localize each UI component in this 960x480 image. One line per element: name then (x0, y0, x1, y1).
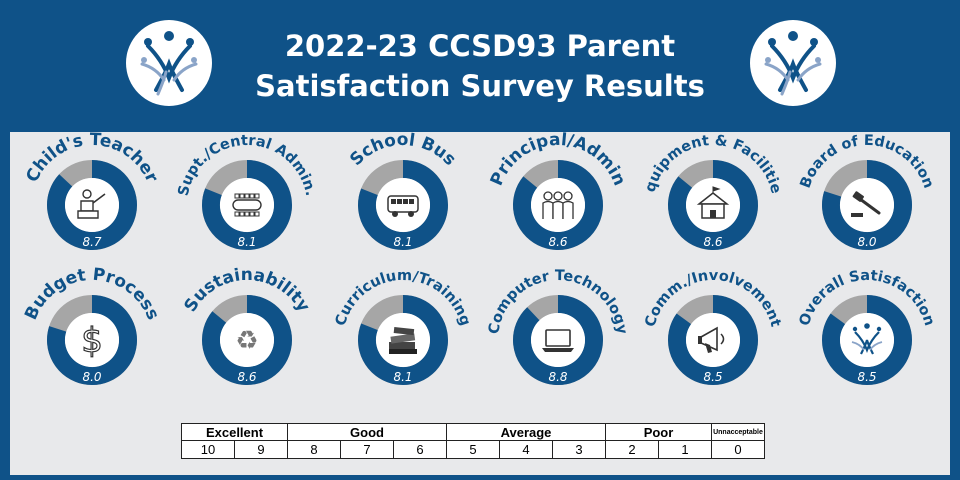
donut-value-label: 8.5 (857, 370, 876, 384)
ccsd93-logo-right (750, 20, 836, 106)
scale-number-0: 0 (711, 440, 765, 459)
donut-value-arc-1 (47, 160, 137, 250)
donut-center (220, 313, 274, 367)
svg-text:♻: ♻ (235, 326, 258, 356)
scale-number-2: 2 (605, 440, 659, 459)
donut-value-label: 8.0 (857, 235, 876, 249)
donut-value-arc-5 (668, 160, 758, 250)
scale-number-4: 4 (499, 440, 553, 459)
results-panel (10, 132, 950, 475)
scale-category-3: Average (446, 423, 606, 441)
donut-chart-2: Supt./Central Admin.8.1 (176, 133, 318, 250)
donut-value-arc-12 (822, 295, 912, 385)
scale-number-7: 7 (340, 440, 394, 459)
donut-value-label: 8.0 (82, 370, 101, 384)
title-line-1: 2022-23 CCSD93 Parent (284, 29, 676, 63)
scale-category-4: Poor (605, 423, 712, 441)
building-icon (696, 186, 730, 219)
ccsd93-logo-icon (851, 323, 883, 355)
laptop-icon (542, 329, 574, 352)
gavel-icon (851, 191, 881, 217)
scale-number-10: 10 (181, 440, 235, 459)
donut-value-label: 8.8 (548, 370, 567, 384)
donut-value-arc-11 (668, 295, 758, 385)
donut-value-arc-3 (358, 160, 448, 250)
donut-value-arc-10 (513, 295, 603, 385)
donut-value-label: 8.6 (703, 235, 722, 249)
dollar-icon: $ (81, 320, 104, 361)
scale-number-9: 9 (234, 440, 288, 459)
title-line-2: Satisfaction Survey Results (255, 69, 705, 103)
scale-number-1: 1 (658, 440, 712, 459)
megaphone-icon (698, 326, 725, 353)
page-title: 2022-23 CCSD93 Parent Satisfaction Surve… (200, 26, 760, 106)
bus-icon (387, 195, 419, 217)
scale-category-5: Unnacceptable (711, 423, 765, 441)
teacher-icon (77, 189, 106, 219)
scale-number-6: 6 (393, 440, 447, 459)
donut-value-arc-8 (202, 295, 292, 385)
donut-value-label: 8.1 (393, 235, 412, 249)
scale-category-row: Excellent Good Average Poor Unnacceptable (181, 423, 765, 441)
donut-value-arc-9 (358, 295, 448, 385)
scale-number-8: 8 (287, 440, 341, 459)
donut-value-label: 8.6 (237, 370, 256, 384)
donut-value-label: 8.5 (703, 370, 722, 384)
donut-value-arc-6 (822, 160, 912, 250)
rating-scale-legend: Excellent Good Average Poor Unnacceptable 10… (181, 423, 765, 459)
scale-category-2: Good (287, 423, 447, 441)
donut-value-label: 8.7 (82, 235, 101, 249)
donut-value-label: 8.1 (237, 235, 256, 249)
books-icon (389, 327, 417, 354)
people-icon (542, 191, 574, 219)
donut-value-label: 8.1 (393, 370, 412, 384)
header-banner: 2022-23 CCSD93 Parent Satisfaction Surve… (0, 0, 960, 130)
donut-value-arc-4 (513, 160, 603, 250)
svg-text:$: $ (81, 321, 103, 361)
donut-value-arc-2 (202, 160, 292, 250)
conference-table-icon (232, 193, 262, 217)
scale-number-3: 3 (552, 440, 606, 459)
scale-number-5: 5 (446, 440, 500, 459)
scale-number-row: 10 9 8 7 6 5 4 3 2 1 0 (181, 440, 765, 459)
donut-value-label: 8.6 (548, 235, 567, 249)
ccsd93-logo-left (126, 20, 212, 106)
donut-value-arc-7 (47, 295, 137, 385)
scale-category-1: Excellent (181, 423, 288, 441)
recycle-icon: ♻ (235, 326, 258, 356)
donut-center (65, 313, 119, 367)
